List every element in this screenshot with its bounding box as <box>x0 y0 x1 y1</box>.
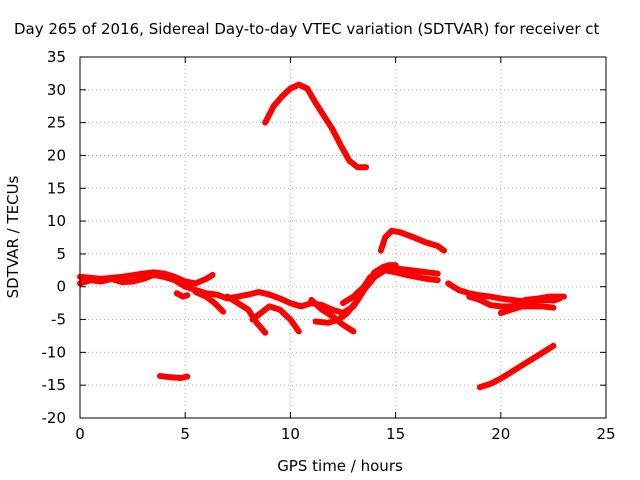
series-line-arc-2 <box>77 269 216 287</box>
series-line-arc-17 <box>497 303 525 316</box>
series-line-arc-11 <box>340 273 374 307</box>
y-tick-label: -5 <box>51 311 66 329</box>
x-axis-label: GPS time / hours <box>277 457 403 475</box>
series-line-arc-6 <box>224 293 269 336</box>
y-tick-label: 25 <box>47 114 66 132</box>
plot-border <box>79 56 607 419</box>
series-line-arc-1 <box>77 267 441 316</box>
y-axis-label: SDTVAR / TECUs <box>4 175 22 298</box>
y-tick-label: 10 <box>47 212 66 230</box>
series-line-arc-5 <box>157 373 191 381</box>
series-line-arc-9 <box>308 296 357 335</box>
y-tick-label: 30 <box>47 81 66 99</box>
x-tick-label: 20 <box>491 425 510 443</box>
series-line-arc-12 <box>377 227 447 254</box>
x-tick-label: 5 <box>180 425 190 443</box>
data-series <box>77 81 567 391</box>
y-tick-label: -15 <box>42 376 67 394</box>
series-line-arc-7 <box>249 303 302 335</box>
x-tick-label: 10 <box>281 425 300 443</box>
series-line-arc-3 <box>173 290 191 300</box>
series-line-arc-15 <box>466 293 557 311</box>
y-tick-label: 5 <box>56 245 66 263</box>
y-tick-label: 15 <box>47 179 66 197</box>
series-line-arc-16 <box>512 293 567 307</box>
gridlines <box>80 57 606 418</box>
x-tick-label: 0 <box>75 425 85 443</box>
y-tick-label: 35 <box>47 48 66 66</box>
x-tick-label: 25 <box>596 425 615 443</box>
series-line-arc-8 <box>262 81 370 171</box>
series-line-arc-18 <box>476 342 557 391</box>
y-tick-label: 0 <box>56 278 66 296</box>
y-tick-label: -10 <box>42 343 67 361</box>
series-line-arc-4 <box>192 289 227 315</box>
y-axis-ticks: 35 30 25 20 15 10 5 0 -5 -10 -15 -20 <box>42 48 606 427</box>
y-tick-label: -20 <box>42 409 67 427</box>
x-tick-label: 15 <box>386 425 405 443</box>
chart-title: Day 265 of 2016, Sidereal Day-to-day VTE… <box>14 20 600 38</box>
series-line-arc-13 <box>382 264 441 277</box>
x-axis-ticks: 0 5 10 15 20 25 <box>75 57 616 443</box>
y-tick-label: 20 <box>47 146 66 164</box>
